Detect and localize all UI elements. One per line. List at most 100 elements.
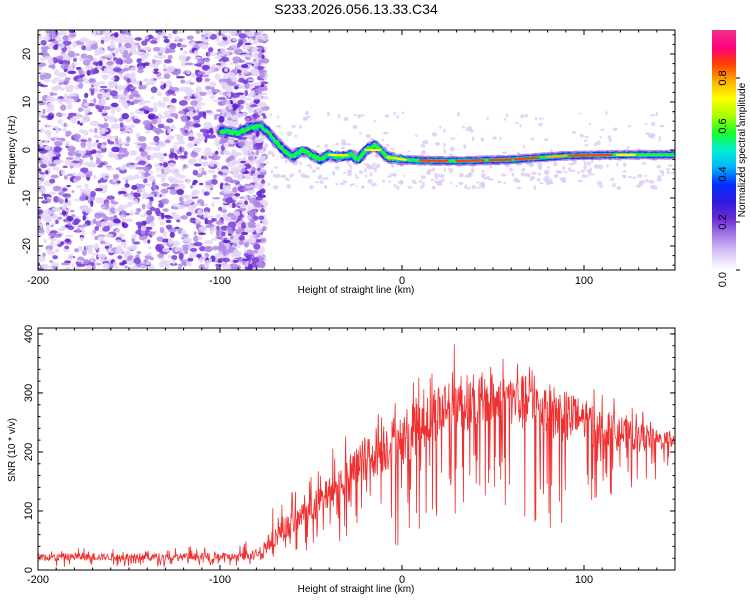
spectrogram-noise-blob — [115, 239, 121, 243]
spectrogram-noise-blob — [232, 38, 236, 42]
spectrogram-noise-blob — [57, 216, 63, 220]
spectrogram-noise-blob — [467, 186, 471, 190]
spectrogram-noise-blob — [584, 135, 589, 138]
spectrogram-noise-blob — [553, 162, 558, 167]
spectrogram-noise-blob — [90, 255, 94, 263]
spectrogram-noise-blob — [141, 263, 148, 266]
spectrogram-noise-blob — [190, 41, 196, 46]
spectrogram-noise-blob — [99, 258, 106, 262]
spectrogram-noise-blob — [38, 101, 46, 106]
spectrogram-noise-blob — [115, 167, 122, 171]
spectrogram-noise-blob — [117, 33, 125, 38]
spectrogram-noise-blob — [155, 60, 161, 66]
spectrogram-noise-blob — [52, 166, 59, 171]
spectrogram-noise-blob — [156, 35, 160, 42]
spectrogram-noise-blob — [186, 260, 190, 266]
spectrogram-noise-blob — [98, 81, 106, 85]
spectrogram-noise-blob — [40, 56, 46, 61]
spectrogram-noise-blob — [62, 128, 68, 132]
spectrogram-noise-blob — [248, 234, 256, 238]
spectrogram-noise-blob — [169, 43, 177, 50]
spectrogram-noise-blob — [260, 57, 270, 64]
spectrogram-noise-blob — [42, 108, 46, 114]
spectrogram-noise-blob — [645, 178, 649, 183]
spectrogram-noise-blob — [255, 149, 260, 156]
spectrogram-noise-blob — [98, 60, 103, 67]
spectrogram-noise-blob — [220, 182, 224, 190]
spectrogram-noise-blob — [182, 233, 189, 238]
spectrogram-noise-blob — [178, 252, 184, 260]
spectrogram-noise-blob — [140, 230, 146, 235]
spectrogram-noise-blob — [188, 253, 193, 259]
spectrogram-noise-blob — [115, 58, 123, 65]
spectrogram-noise-blob — [148, 78, 156, 86]
spectrogram-noise-blob — [174, 247, 180, 253]
spectrogram-noise-blob — [71, 190, 75, 193]
snr-frame — [37, 327, 676, 571]
spectrogram-noise-blob — [251, 257, 260, 264]
spectrogram-noise-blob — [40, 163, 48, 169]
spectrogram-noise-blob — [513, 177, 519, 183]
spectrogram-ridge-peak — [328, 153, 349, 157]
spectrogram-noise-blob — [60, 63, 69, 70]
spectrogram-noise-blob — [179, 146, 183, 153]
spectrogram-noise-blob — [153, 68, 159, 72]
spectrogram-noise-blob — [232, 103, 238, 110]
spectrogram-noise-blob — [114, 247, 124, 254]
spectrogram-noise-blob — [85, 148, 94, 151]
spectrogram-noise-blob — [112, 218, 121, 224]
spectrogram-noise-blob — [272, 184, 279, 190]
spectrogram-noise-blob — [98, 123, 102, 127]
spectrogram-noise-blob — [50, 224, 54, 228]
spectrogram-noise-blob — [130, 112, 135, 115]
spectrogram-noise-blob — [42, 252, 46, 257]
spectrogram-noise-blob — [61, 97, 70, 103]
spectrogram-noise-blob — [119, 147, 127, 153]
spectrogram-noise-blob — [139, 80, 143, 86]
spectrogram-noise-blob — [168, 153, 175, 159]
spectrogram-noise-blob — [570, 169, 576, 173]
spectrogram-noise-blob — [215, 263, 222, 267]
spectrogram-noise-blob — [205, 224, 211, 229]
spectrogram-noise-blob — [97, 164, 103, 168]
spectrogram-noise-blob — [68, 37, 72, 41]
spectrogram-noise-blob — [262, 200, 269, 207]
spectrogram-noise-blob — [215, 150, 219, 155]
spectrogram-x-tick-label: -200 — [27, 275, 49, 287]
spectrogram-plot-area — [38, 30, 675, 270]
spectrogram-noise-blob — [192, 123, 201, 128]
spectrogram-noise-blob — [202, 74, 210, 78]
spectrogram-noise-blob — [240, 231, 249, 236]
spectrogram-noise-blob — [51, 78, 58, 84]
spectrogram-noise-blob — [211, 63, 217, 68]
snr-y-tick-label: 100 — [23, 502, 35, 520]
spectrogram-noise-blob — [471, 136, 475, 141]
spectrogram-noise-blob — [119, 262, 126, 266]
spectrogram-noise-blob — [186, 106, 194, 111]
spectrogram-noise-blob — [339, 182, 345, 186]
spectrogram-noise-blob — [259, 162, 265, 168]
spectrogram-noise-blob — [49, 260, 54, 263]
spectrogram-noise-blob — [217, 97, 226, 100]
spectrogram-noise-blob — [191, 189, 200, 195]
spectrogram-noise-blob — [626, 146, 630, 151]
spectrogram-noise-blob — [209, 94, 216, 100]
spectrogram-noise-blob — [89, 40, 98, 44]
spectrogram-noise-blob — [225, 100, 231, 106]
spectrogram-noise-blob — [65, 84, 75, 91]
spectrogram-noise-blob — [193, 235, 199, 243]
spectrogram-noise-blob — [88, 244, 95, 249]
spectrogram-noise-blob — [149, 256, 154, 261]
spectrogram-noise-blob — [393, 111, 397, 116]
spectrogram-noise-blob — [115, 143, 121, 148]
spectrogram-noise-blob — [206, 220, 213, 225]
spectrogram-noise-blob — [193, 241, 203, 247]
spectrogram-noise-blob — [309, 184, 314, 190]
spectrogram-noise-blob — [72, 62, 78, 66]
spectrogram-noise-blob — [253, 95, 261, 100]
spectrogram-noise-blob — [40, 39, 47, 46]
spectrogram-noise-blob — [224, 185, 231, 189]
spectrogram-noise-blob — [232, 242, 238, 247]
spectrogram-noise-blob — [53, 159, 62, 165]
spectrogram-noise-blob — [114, 31, 119, 38]
